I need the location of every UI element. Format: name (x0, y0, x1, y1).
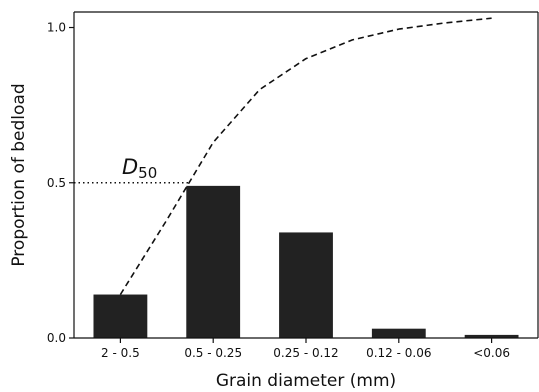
x-axis-title: Grain diameter (mm) (216, 371, 396, 391)
x-tick-label-2: 0.25 - 0.12 (273, 346, 338, 360)
bar-3 (371, 328, 426, 338)
bar-2 (279, 232, 333, 338)
y-tick-label-0: 0.0 (47, 331, 66, 345)
curve-layer (119, 17, 492, 295)
bar-4 (464, 334, 519, 338)
x-tick-label-0: 2 - 0.5 (101, 346, 140, 360)
y-tick-label-2: 1.0 (47, 21, 66, 35)
y-tick-label-1: 0.5 (47, 176, 66, 190)
ticks-group: 0.0 0.5 1.0 2 - 0.5 0.5 - 0.25 0.25 - 0.12 0.1… (47, 21, 510, 360)
d50-label: D50 (122, 155, 157, 182)
x-tick-label-1: 0.5 - 0.25 (184, 346, 242, 360)
x-tick-label-4: <0.06 (473, 346, 510, 360)
x-tick-label-3: 0.12 - 0.06 (366, 346, 431, 360)
bar-0 (93, 294, 148, 338)
cumulative-curve (119, 17, 492, 295)
bar-1 (186, 185, 241, 338)
annotation-layer: D50 (74, 155, 190, 184)
bars-group (93, 185, 519, 338)
y-axis-title: Proportion of bedload (9, 83, 29, 266)
